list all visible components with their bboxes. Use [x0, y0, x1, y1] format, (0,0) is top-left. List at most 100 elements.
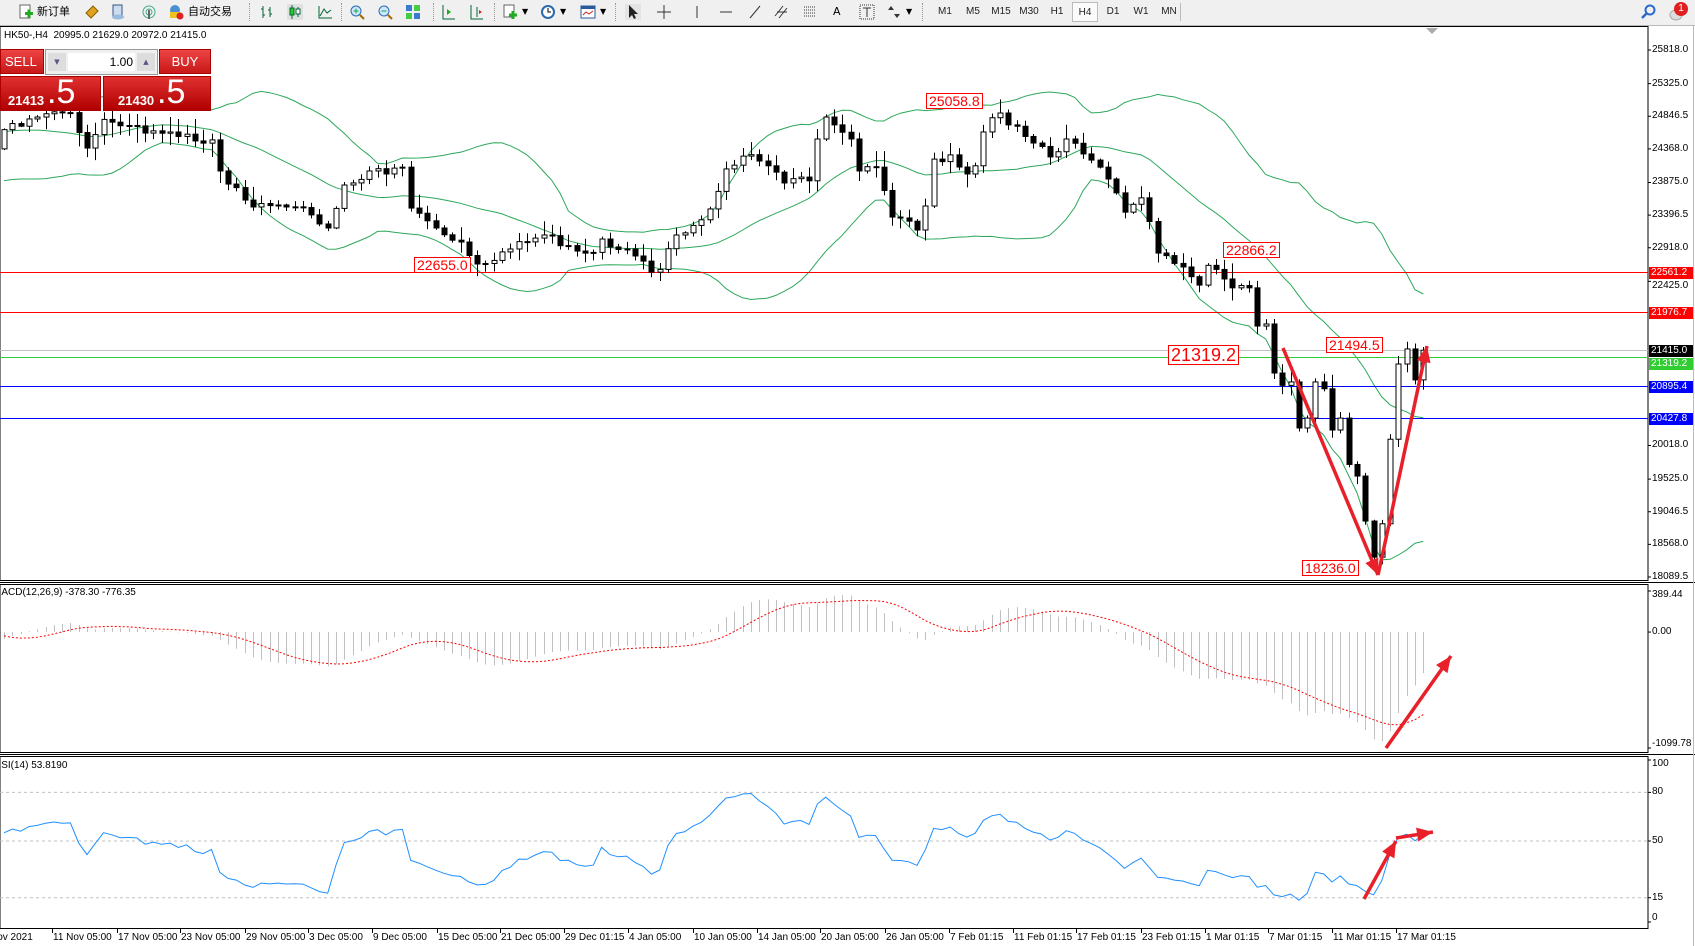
periodicity-dropdown-icon[interactable]: ▼	[560, 7, 567, 16]
timeframe-w1[interactable]: W1	[1133, 6, 1149, 17]
timeframe-m1[interactable]: M1	[938, 6, 952, 17]
candle-body	[1354, 463, 1361, 477]
lot-decrease-icon[interactable]: ▼	[48, 53, 66, 71]
auto-trading-button[interactable]: 自动交易	[188, 5, 232, 18]
zoom-in-icon[interactable]	[349, 4, 365, 20]
timeframe-m5[interactable]: M5	[966, 6, 980, 17]
auto-scroll-icon[interactable]	[440, 4, 456, 20]
candle-body	[798, 176, 805, 180]
periodicity-clock-icon[interactable]	[540, 4, 556, 20]
zoom-out-icon[interactable]	[377, 4, 393, 20]
timeframe-mn[interactable]: MN	[1161, 6, 1177, 17]
new-order-button[interactable]: 新订单	[37, 5, 70, 18]
candle	[873, 151, 880, 178]
candle-body	[333, 207, 340, 229]
candle	[1354, 461, 1361, 485]
bar-chart-icon[interactable]	[259, 4, 275, 20]
indicators-icon[interactable]	[502, 4, 518, 20]
candle	[740, 147, 747, 173]
candle	[640, 244, 647, 270]
buy-button[interactable]: BUY	[159, 49, 211, 74]
horizontal-line-icon[interactable]	[718, 4, 734, 20]
candle	[258, 195, 265, 216]
sell-price-box[interactable]: 21413 .5	[0, 73, 101, 111]
line-chart-icon[interactable]	[317, 4, 333, 20]
gold-icon[interactable]	[84, 4, 100, 20]
chart-shift-icon[interactable]	[468, 4, 484, 20]
candle-body	[258, 203, 265, 208]
candle	[1312, 378, 1319, 423]
candle-body	[1, 129, 8, 150]
indicators-dropdown-icon[interactable]: ▼	[522, 7, 529, 16]
candle-body	[873, 166, 880, 169]
candle	[906, 209, 913, 227]
text-tool-button[interactable]: A	[833, 5, 841, 18]
candle	[864, 163, 871, 174]
candle-body	[391, 167, 398, 175]
candle-body	[532, 237, 539, 243]
candle	[1246, 280, 1253, 293]
candle	[897, 210, 904, 229]
candle-body	[1113, 178, 1120, 194]
auto-trading-icon[interactable]	[168, 4, 184, 20]
search-icon[interactable]	[1640, 4, 1656, 20]
sell-button[interactable]: SELL	[0, 49, 44, 74]
candle-body	[565, 245, 572, 248]
candle-body	[59, 111, 66, 114]
candle	[233, 177, 240, 192]
price-axis-label: 24368.0	[1652, 142, 1689, 154]
templates-dropdown-icon[interactable]: ▼	[600, 7, 607, 16]
crosshair-icon[interactable]	[656, 4, 672, 20]
cursor-icon[interactable]	[625, 4, 641, 20]
candle	[914, 218, 921, 237]
date-axis-label: 20 Jan 05:00	[821, 932, 879, 943]
candle	[18, 121, 25, 128]
candle	[1329, 374, 1336, 438]
timeframe-d1[interactable]: D1	[1106, 6, 1120, 17]
new-order-icon[interactable]	[18, 4, 34, 20]
candle	[1180, 253, 1187, 281]
candle-body	[1030, 135, 1037, 144]
market-watch-icon[interactable]	[110, 4, 126, 20]
price-axis-label: 19525.0	[1652, 473, 1689, 485]
candle	[507, 243, 514, 259]
candle	[26, 114, 33, 133]
candle-body	[1288, 381, 1295, 386]
candle	[325, 220, 332, 232]
timeframe-h1[interactable]: H1	[1050, 6, 1064, 17]
candle-body	[590, 251, 597, 254]
candle	[997, 99, 1004, 124]
timeframe-h4[interactable]: H4	[1072, 2, 1098, 22]
arrows-dropdown-icon[interactable]: ▼	[906, 7, 913, 16]
timeframe-m30[interactable]: M30	[1019, 6, 1039, 17]
candle-body	[607, 238, 614, 248]
trendline-icon[interactable]	[747, 4, 763, 20]
signals-icon[interactable]	[141, 4, 157, 20]
candle	[1014, 120, 1021, 132]
candle	[275, 200, 282, 210]
notifications-button[interactable]: 1	[1668, 2, 1688, 22]
candlestick-chart-icon[interactable]	[287, 4, 303, 20]
equidistant-channel-icon[interactable]	[774, 4, 790, 20]
buy-price-box[interactable]: 21430 .5	[103, 73, 211, 111]
candle-body	[358, 178, 365, 184]
templates-icon[interactable]	[580, 4, 596, 20]
text-label-icon[interactable]	[859, 4, 875, 20]
tile-windows-icon[interactable]	[405, 4, 421, 20]
candle-body	[1221, 268, 1228, 280]
timeframe-m15[interactable]: M15	[991, 6, 1011, 17]
candle-body	[175, 131, 182, 137]
candle	[217, 132, 224, 184]
candle-body	[1105, 166, 1112, 180]
candle-body	[1138, 197, 1145, 205]
candle-body	[549, 234, 556, 237]
candle-body	[1329, 388, 1336, 431]
sell-price-fraction: .5	[47, 73, 76, 111]
candle	[1030, 134, 1037, 149]
lot-size-input[interactable]: 1.00	[68, 53, 135, 71]
vertical-line-icon[interactable]	[689, 4, 705, 20]
candle-body	[1371, 520, 1378, 558]
arrows-icon[interactable]	[887, 4, 903, 20]
lot-increase-icon[interactable]: ▲	[137, 53, 155, 71]
